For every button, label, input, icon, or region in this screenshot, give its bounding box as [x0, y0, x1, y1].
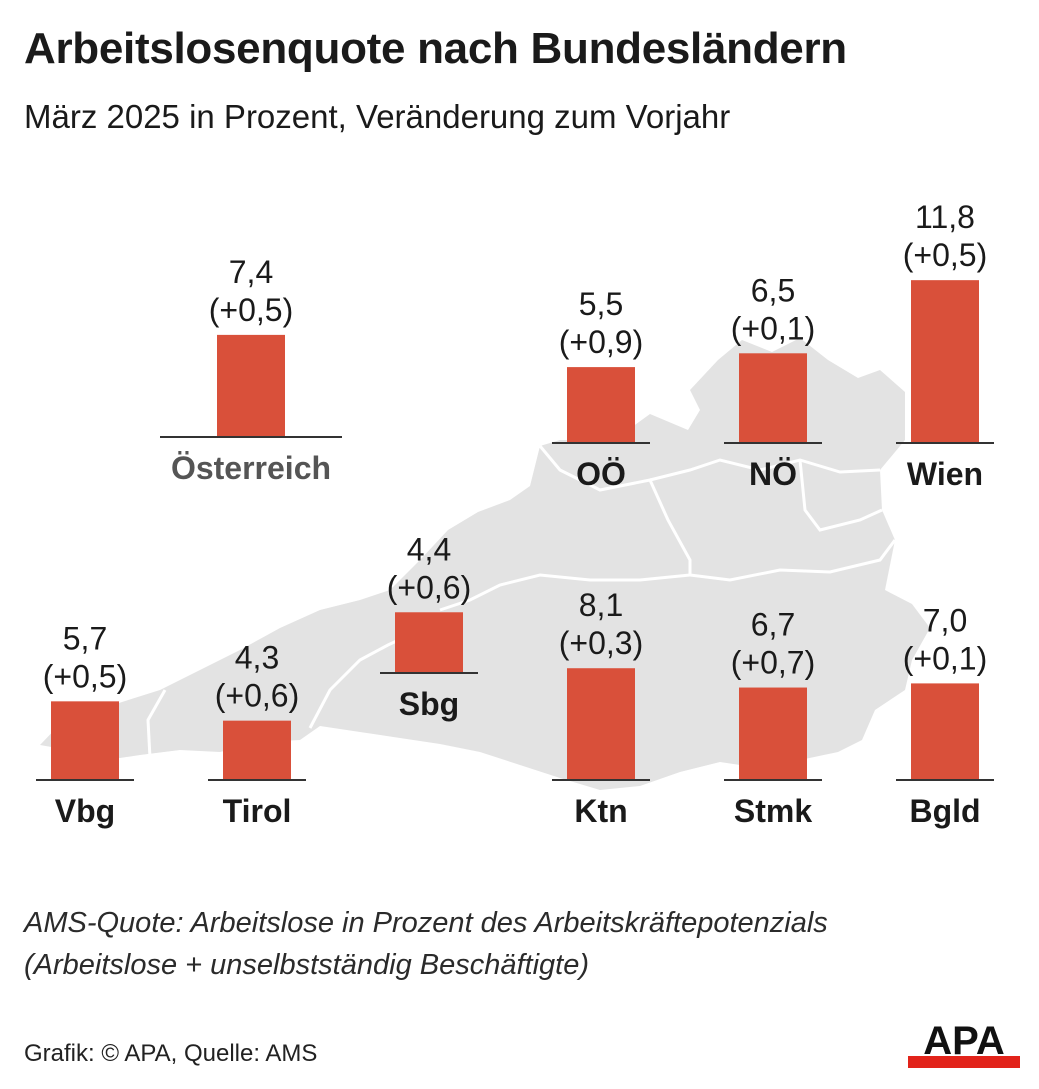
change-label-tirol: (+0,6): [215, 678, 299, 714]
category-label-oesterreich: Österreich: [171, 450, 331, 486]
value-label-stmk: 6,7: [751, 607, 795, 643]
category-label-ooe: OÖ: [576, 456, 626, 492]
footnote: AMS-Quote: Arbeitslose in Prozent des Ar…: [24, 902, 828, 986]
category-label-stmk: Stmk: [734, 793, 812, 829]
category-label-wien: Wien: [907, 456, 983, 492]
category-label-ktn: Ktn: [574, 793, 627, 829]
bars: [36, 280, 994, 781]
value-label-ooe: 5,5: [579, 286, 623, 322]
chart-title: Arbeitslosenquote nach Bundesländern: [24, 24, 847, 73]
bar-sbg: [395, 612, 463, 673]
bar-chart: 7,4(+0,5)Österreich5,5(+0,9)OÖ6,5(+0,1)N…: [36, 199, 994, 829]
bar-ooe: [567, 367, 635, 443]
change-label-vbg: (+0,5): [43, 658, 127, 694]
value-label-bgld: 7,0: [923, 602, 967, 638]
category-label-vbg: Vbg: [55, 793, 115, 829]
bar-oesterreich: [217, 334, 285, 437]
bar-ktn: [567, 668, 635, 780]
austria-map-shape: [40, 338, 930, 790]
change-label-stmk: (+0,7): [731, 645, 815, 681]
change-label-noe: (+0,1): [731, 310, 815, 346]
value-label-ktn: 8,1: [579, 587, 623, 623]
category-label-sbg: Sbg: [399, 686, 459, 722]
category-label-noe: NÖ: [749, 456, 797, 492]
chart-subtitle: März 2025 in Prozent, Veränderung zum Vo…: [24, 98, 731, 135]
footnote-line-2: (Arbeitslose + unselbstständig Beschäfti…: [24, 949, 590, 981]
value-label-wien: 11,8: [915, 199, 975, 235]
bar-vbg: [51, 701, 119, 780]
value-label-tirol: 4,3: [235, 640, 279, 676]
change-label-bgld: (+0,1): [903, 640, 987, 676]
state-borders: [146, 445, 897, 759]
bar-noe: [739, 353, 807, 443]
apa-logo-text: APA: [923, 1019, 1004, 1063]
change-label-ooe: (+0,9): [559, 324, 643, 360]
change-label-oesterreich: (+0,5): [209, 292, 293, 328]
austria-map-background: [40, 338, 930, 790]
category-label-tirol: Tirol: [223, 793, 292, 829]
apa-logo-bar: [908, 1056, 1020, 1068]
source-credit: Grafik: © APA, Quelle: AMS: [24, 1040, 318, 1067]
change-label-sbg: (+0,6): [387, 569, 471, 605]
change-label-wien: (+0,5): [903, 237, 987, 273]
bar-tirol: [223, 720, 291, 780]
bar-bgld: [911, 683, 979, 780]
footnote-line-1: AMS-Quote: Arbeitslose in Prozent des Ar…: [24, 907, 828, 939]
value-label-sbg: 4,4: [407, 531, 451, 567]
value-label-vbg: 5,7: [63, 620, 107, 656]
apa-logo: APA: [908, 1019, 1020, 1068]
bar-wien: [911, 280, 979, 443]
category-label-bgld: Bgld: [909, 793, 980, 829]
change-label-ktn: (+0,3): [559, 625, 643, 661]
bar-stmk: [739, 687, 807, 780]
bar-labels: 7,4(+0,5)Österreich5,5(+0,9)OÖ6,5(+0,1)N…: [43, 199, 987, 829]
value-label-noe: 6,5: [751, 272, 795, 308]
value-label-oesterreich: 7,4: [229, 254, 273, 290]
